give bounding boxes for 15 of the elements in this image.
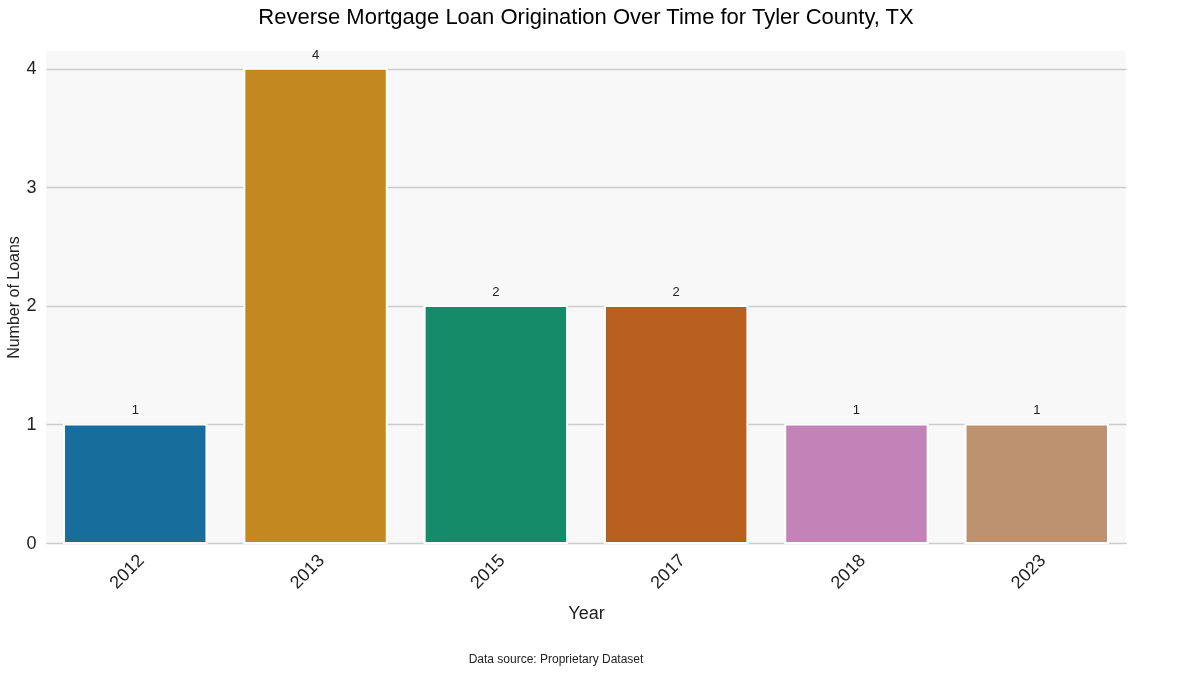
data-label: 2 <box>672 283 680 299</box>
data-label: 1 <box>131 402 139 418</box>
data-label: 1 <box>852 402 861 418</box>
y-tick-label: 1 <box>26 413 37 434</box>
data-label: 4 <box>311 46 320 62</box>
chart-title: Reverse Mortgage Loan Origination Over Time for Tyler County, TX <box>258 3 915 29</box>
x-axis-title: Year <box>568 602 605 623</box>
y-tick-label: 2 <box>26 295 37 316</box>
y-tick-label: 3 <box>26 176 37 197</box>
source-note: Data source: Proprietary Dataset <box>468 652 645 666</box>
data-label: 2 <box>492 283 500 299</box>
data-label: 1 <box>1033 402 1041 418</box>
y-axis-title: Number of Loans <box>5 236 23 359</box>
y-tick-label: 0 <box>26 532 37 553</box>
y-tick-label: 4 <box>26 58 37 79</box>
